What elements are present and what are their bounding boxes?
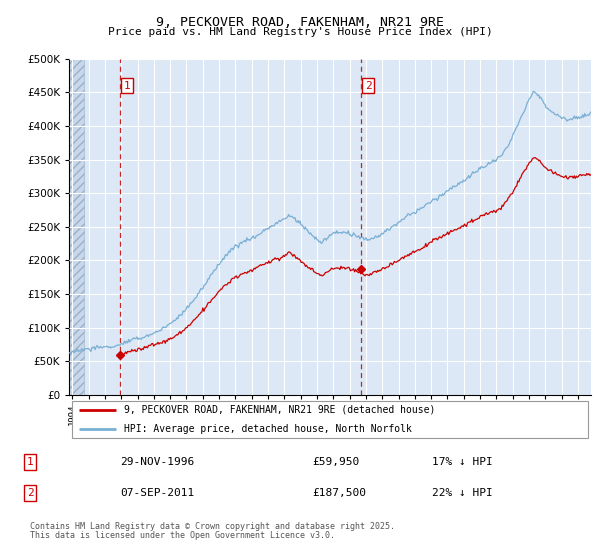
FancyBboxPatch shape <box>71 401 589 438</box>
Text: 1: 1 <box>26 457 34 467</box>
Text: 2: 2 <box>365 81 371 91</box>
Text: Price paid vs. HM Land Registry's House Price Index (HPI): Price paid vs. HM Land Registry's House … <box>107 27 493 37</box>
Text: £187,500: £187,500 <box>312 488 366 498</box>
Text: 9, PECKOVER ROAD, FAKENHAM, NR21 9RE (detached house): 9, PECKOVER ROAD, FAKENHAM, NR21 9RE (de… <box>124 405 435 415</box>
Text: 22% ↓ HPI: 22% ↓ HPI <box>432 488 493 498</box>
Text: This data is licensed under the Open Government Licence v3.0.: This data is licensed under the Open Gov… <box>30 531 335 540</box>
Text: £59,950: £59,950 <box>312 457 359 467</box>
Text: 9, PECKOVER ROAD, FAKENHAM, NR21 9RE: 9, PECKOVER ROAD, FAKENHAM, NR21 9RE <box>156 16 444 29</box>
Text: 2: 2 <box>26 488 34 498</box>
Text: 17% ↓ HPI: 17% ↓ HPI <box>432 457 493 467</box>
Text: HPI: Average price, detached house, North Norfolk: HPI: Average price, detached house, Nort… <box>124 424 412 434</box>
Text: Contains HM Land Registry data © Crown copyright and database right 2025.: Contains HM Land Registry data © Crown c… <box>30 522 395 531</box>
Text: 29-NOV-1996: 29-NOV-1996 <box>120 457 194 467</box>
Text: 1: 1 <box>124 81 131 91</box>
Text: 07-SEP-2011: 07-SEP-2011 <box>120 488 194 498</box>
